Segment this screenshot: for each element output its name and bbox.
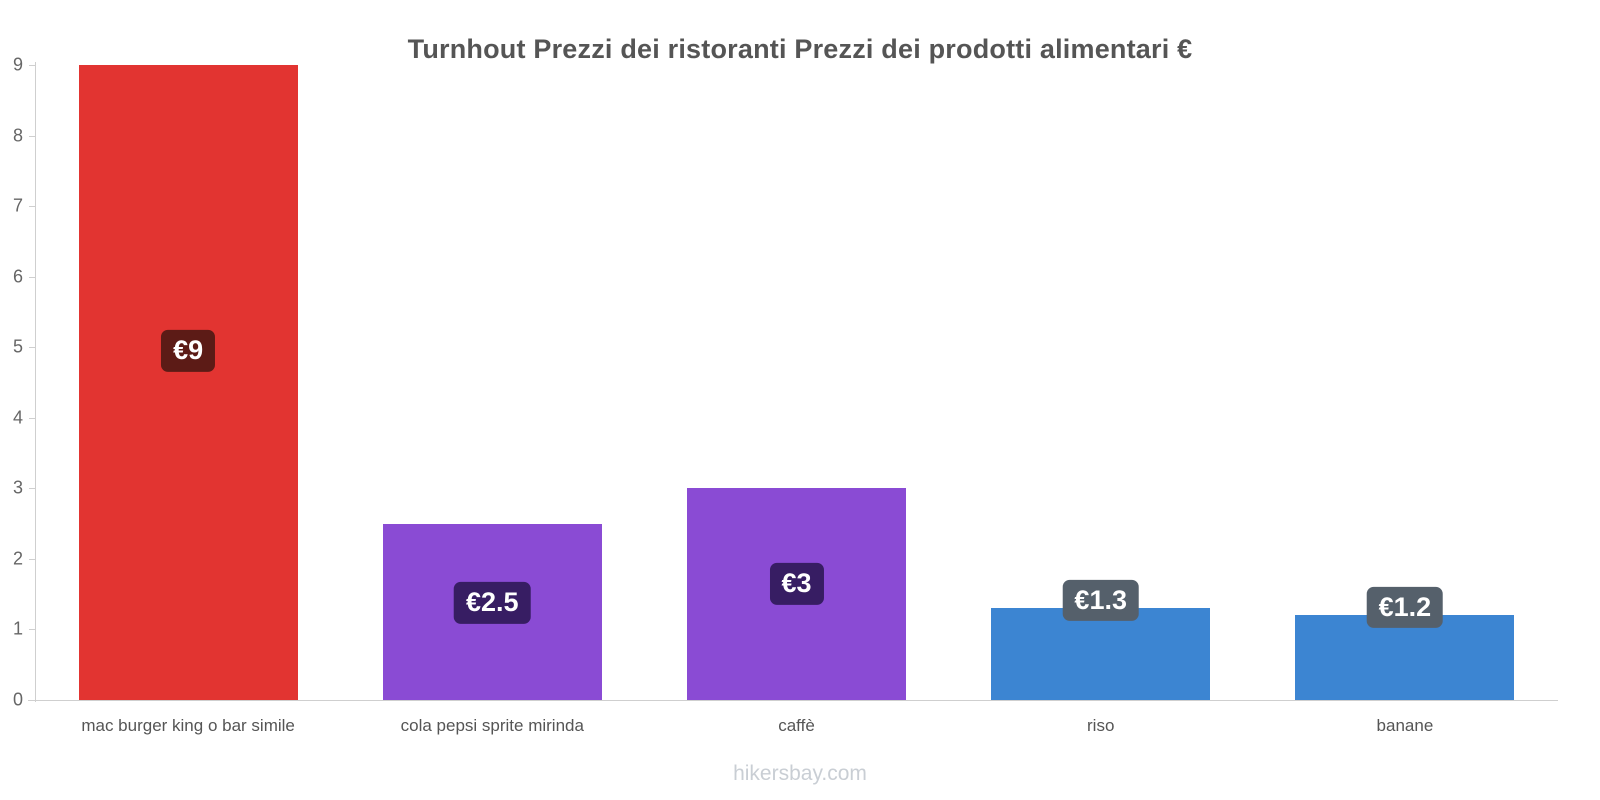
y-tick-mark — [29, 347, 35, 349]
y-tick-mark — [29, 135, 35, 137]
y-tick-mark — [29, 417, 35, 419]
y-tick-label: 6 — [12, 266, 23, 287]
x-axis-label: caffè — [778, 716, 815, 735]
bar — [78, 65, 298, 700]
y-tick-mark — [29, 629, 35, 631]
x-axis-labels: mac burger king o bar simile cola pepsi s… — [36, 701, 1557, 736]
y-tick-mark — [29, 206, 35, 208]
bar-value-badge: €1.3 — [1062, 579, 1139, 622]
y-tick-mark — [29, 488, 35, 490]
x-axis-label: mac burger king o bar simile — [81, 716, 295, 735]
x-axis-label: cola pepsi sprite mirinda — [400, 716, 584, 735]
y-tick-label: 8 — [12, 125, 23, 146]
x-axis-label: banane — [1376, 716, 1434, 735]
bar-group: €9 — [36, 65, 340, 700]
bar — [991, 608, 1211, 700]
bar — [1295, 615, 1515, 700]
bar-value-badge: €1.2 — [1366, 586, 1444, 629]
y-tick-label: 0 — [12, 689, 23, 710]
y-axis-ticks: 0 1 2 3 4 5 6 7 8 9 — [0, 55, 35, 710]
plot-area: €9 €2.5 €3 €1.3 €1.2 — [36, 65, 1557, 700]
bar-value-badge: €9 — [161, 329, 216, 372]
bar-value-badge: €3 — [769, 562, 824, 605]
y-tick-label: 4 — [12, 407, 23, 428]
chart-title: Turnhout Prezzi dei ristoranti Prezzi de… — [407, 34, 1193, 65]
y-tick-mark — [29, 700, 35, 701]
y-tick-label: 1 — [12, 618, 23, 639]
y-axis-line — [35, 62, 36, 702]
bar-group: €2.5 — [340, 65, 644, 700]
bar-group: €3 — [644, 65, 948, 700]
y-tick-label: 2 — [12, 548, 23, 569]
bar-value-badge: €2.5 — [454, 582, 531, 624]
bar-group: €1.3 — [949, 65, 1253, 700]
y-tick-mark — [29, 558, 35, 560]
bar-group: €1.2 — [1253, 65, 1557, 700]
y-tick-label: 5 — [12, 336, 23, 357]
y-tick-mark — [29, 65, 35, 66]
y-tick-mark — [29, 276, 35, 278]
y-tick-label: 9 — [12, 54, 23, 75]
x-axis-label: riso — [1087, 716, 1115, 735]
x-axis-line — [28, 700, 1558, 701]
watermark: hikersbay.com — [733, 762, 867, 785]
y-tick-label: 7 — [12, 195, 23, 216]
y-tick-label: 3 — [12, 477, 23, 498]
